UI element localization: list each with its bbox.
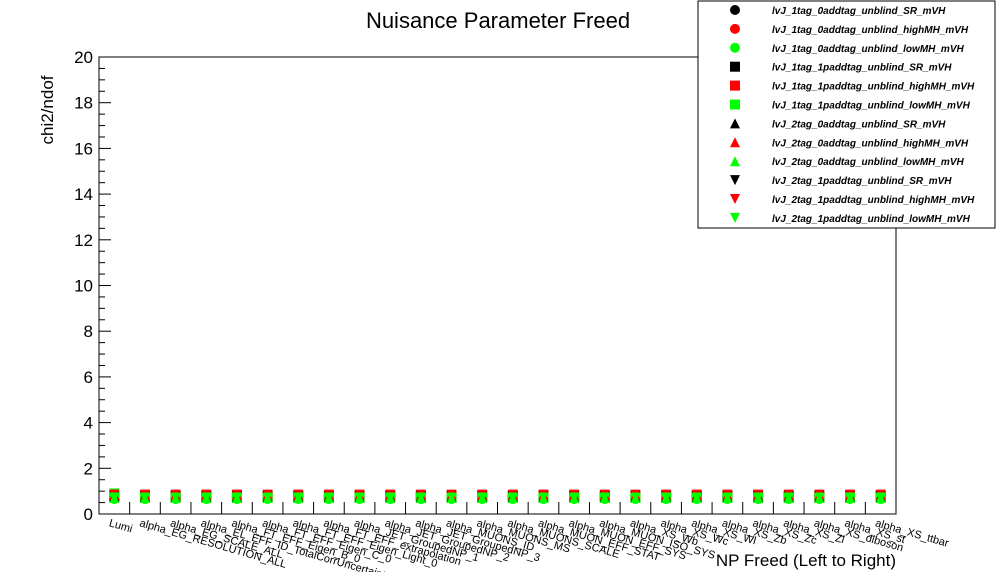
data-point	[814, 492, 825, 503]
data-point	[109, 492, 120, 503]
y-tick-label: 20	[74, 48, 93, 67]
legend-marker	[730, 175, 740, 186]
y-tick-label: 0	[84, 505, 93, 524]
data-point	[845, 492, 856, 503]
legend-marker	[730, 5, 740, 15]
data-point	[599, 492, 610, 503]
data-point	[661, 492, 672, 503]
data-point	[354, 492, 365, 503]
data-point	[415, 492, 426, 503]
x-tick-label: Lumi	[108, 517, 134, 535]
chart-title: Nuisance Parameter Freed	[366, 8, 630, 33]
data-markers	[109, 488, 886, 505]
x-axis-label: NP Freed (Left to Right)	[716, 551, 896, 570]
legend-marker	[730, 118, 740, 129]
data-point	[385, 492, 396, 503]
y-tick-label: 18	[74, 94, 93, 113]
x-axis	[98, 502, 897, 514]
legend: lvJ_1tag_0addtag_unblind_SR_mVH lvJ_1tag_…	[697, 0, 996, 229]
legend-marker	[730, 99, 740, 110]
data-point	[691, 492, 702, 503]
data-point	[569, 492, 580, 503]
legend-marker	[730, 212, 740, 223]
legend-marker	[730, 156, 740, 167]
legend-marker	[730, 137, 740, 148]
data-point	[262, 492, 273, 503]
data-point	[446, 492, 457, 503]
legend-marker	[730, 23, 740, 34]
legend-marker	[730, 42, 740, 53]
legend-entry-label: lvJ_1tag_1paddtag_unblind_SR_mVH	[772, 63, 952, 74]
legend-entry-label: lvJ_2tag_0addtag_unblind_SR_mVH	[772, 119, 946, 130]
data-point	[507, 492, 518, 503]
legend-entry-label: lvJ_2tag_1paddtag_unblind_highMH_mVH	[772, 195, 975, 206]
y-tick-label: 12	[74, 231, 93, 250]
y-tick-label: 14	[74, 185, 93, 204]
y-tick-label: 16	[74, 139, 93, 158]
y-tick-label: 8	[84, 322, 93, 341]
data-point	[753, 492, 764, 503]
legend-entry-label: lvJ_2tag_1paddtag_unblind_lowMH_mVH	[772, 214, 971, 225]
data-point	[201, 492, 212, 503]
y-tick-label: 10	[74, 277, 93, 296]
legend-marker	[730, 80, 740, 91]
legend-entry-label: lvJ_1tag_1paddtag_unblind_lowMH_mVH	[772, 101, 971, 112]
y-axis: 0 2 4 6 8 10 12 14 16 18 20	[74, 48, 111, 524]
legend-marker	[730, 194, 740, 204]
data-point	[722, 492, 733, 503]
legend-box	[697, 0, 996, 229]
legend-marker	[730, 61, 740, 72]
legend-entry-label: lvJ_1tag_0addtag_unblind_SR_mVH	[772, 6, 946, 17]
legend-entry-label: lvJ_2tag_0addtag_unblind_lowMH_mVH	[772, 157, 964, 168]
data-point	[293, 492, 304, 503]
y-tick-label: 6	[84, 368, 93, 387]
legend-entry-label: lvJ_1tag_1paddtag_unblind_highMH_mVH	[772, 82, 975, 93]
legend-entry-label: lvJ_2tag_0addtag_unblind_highMH_mVH	[772, 138, 969, 149]
y-tick-label: 4	[84, 414, 93, 433]
y-axis-label: chi2/ndof	[38, 75, 57, 144]
data-point	[538, 492, 549, 503]
legend-entry-label: lvJ_1tag_0addtag_unblind_highMH_mVH	[772, 25, 969, 36]
legend-entry-label: lvJ_2tag_1paddtag_unblind_SR_mVH	[772, 176, 952, 187]
legend-entry-label: lvJ_1tag_0addtag_unblind_lowMH_mVH	[772, 44, 964, 55]
data-point	[477, 492, 488, 503]
data-point	[139, 492, 150, 503]
data-point	[231, 492, 242, 503]
data-point	[875, 492, 886, 503]
y-tick-label: 2	[84, 459, 93, 478]
data-point	[783, 492, 794, 503]
data-point	[323, 492, 334, 503]
data-point	[170, 492, 181, 503]
data-point	[630, 492, 641, 503]
